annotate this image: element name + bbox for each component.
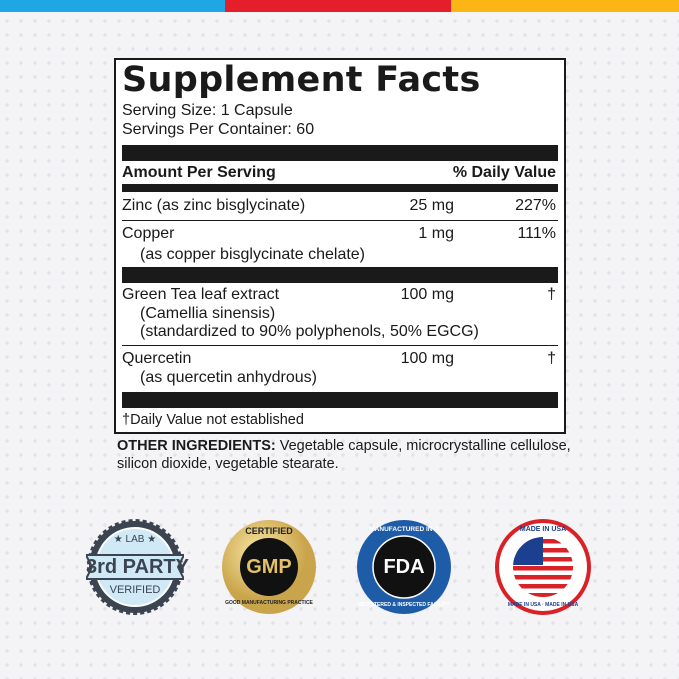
row-dv: †	[547, 286, 556, 303]
row-divider	[122, 345, 558, 346]
row-sub: (as copper bisglycinate chelate)	[140, 246, 366, 263]
row-sub: (standardized to 90% polyphenols, 50% EG…	[140, 323, 479, 340]
fda-seal-icon: MANUFACTURED IN A FDA REGISTERED & INSPE…	[355, 518, 453, 616]
gmp-seal-icon: CERTIFIED GMP GOOD MANUFACTURING PRACTIC…	[220, 518, 318, 616]
row-sub: (Camellia sinensis)	[140, 305, 276, 322]
servings-per-container: Servings Per Container: 60	[122, 121, 315, 138]
top-bar-red	[225, 0, 451, 12]
row-amount: 25 mg	[409, 197, 454, 214]
row-name: Zinc (as zinc bisglycinate)	[122, 197, 306, 214]
facts-title: Supplement Facts	[122, 60, 481, 100]
header-amount-per-serving: Amount Per Serving	[122, 164, 276, 181]
thick-divider	[122, 392, 558, 408]
row-dv: 111%	[517, 225, 556, 242]
row-dv: †	[547, 350, 556, 367]
medium-divider	[122, 184, 558, 192]
row-amount: 1 mg	[418, 225, 454, 242]
other-ingredients: OTHER INGREDIENTS: Vegetable capsule, mi…	[117, 437, 577, 473]
footnote: †Daily Value not established	[122, 412, 304, 428]
lab-verified-seal-icon: ★ LAB ★ 3rd PARTY VERIFIED	[84, 518, 189, 616]
usa-flag-seal-icon: MADE IN USA MADE IN USA · MADE IN USA	[494, 518, 592, 616]
row-sub: (as quercetin anhydrous)	[140, 369, 317, 386]
row-name: Green Tea leaf extract	[122, 286, 280, 303]
serving-size: Serving Size: 1 Capsule	[122, 102, 293, 119]
row-divider	[122, 220, 558, 221]
top-bar-yellow	[451, 0, 679, 12]
row-name: Quercetin	[122, 350, 192, 367]
other-ingredients-label: OTHER INGREDIENTS:	[117, 438, 276, 454]
other-ingredients-text: Vegetable capsule, microcrystalline cell…	[117, 438, 571, 472]
row-amount: 100 mg	[400, 286, 454, 303]
top-bar-blue	[0, 0, 225, 12]
row-name: Copper	[122, 225, 175, 242]
header-daily-value: % Daily Value	[452, 164, 556, 181]
thick-divider	[122, 267, 558, 283]
row-dv: 227%	[515, 197, 556, 214]
supplement-facts-panel: Supplement Facts Serving Size: 1 Capsule…	[114, 58, 566, 434]
thick-divider	[122, 145, 558, 161]
row-amount: 100 mg	[400, 350, 454, 367]
